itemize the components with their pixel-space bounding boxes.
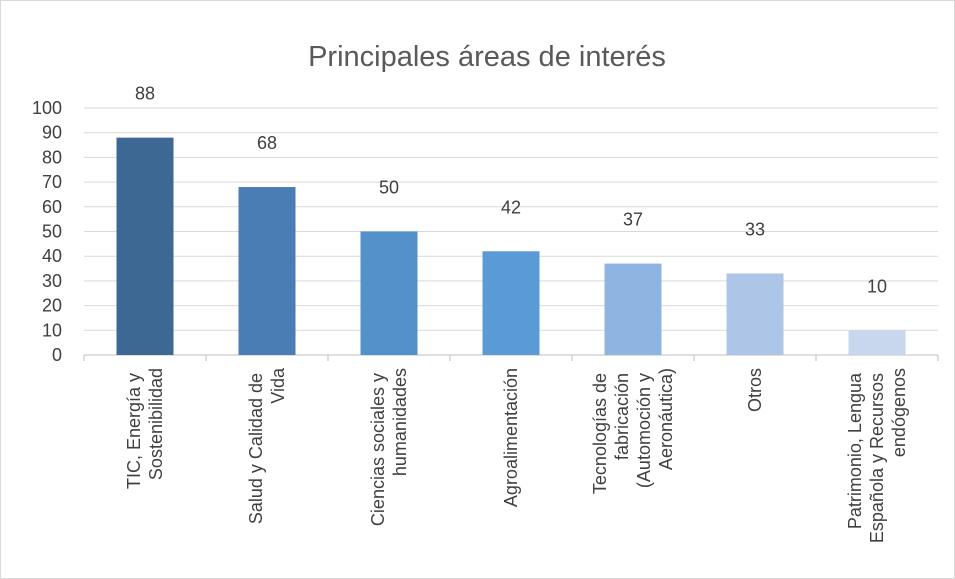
bar (726, 273, 784, 355)
y-tick-label: 100 (32, 98, 62, 118)
y-tick-label: 90 (42, 123, 62, 143)
value-label: 88 (135, 84, 155, 104)
chart-title: Principales áreas de interés (308, 41, 666, 73)
y-tick-label: 70 (42, 172, 62, 192)
x-tick-label: Salud y Calidad de Vida (246, 367, 288, 524)
bar (238, 187, 296, 355)
value-label: 68 (257, 133, 277, 153)
value-label: 33 (745, 219, 765, 239)
value-label: 37 (623, 210, 643, 230)
bar (604, 263, 662, 355)
bar (848, 330, 906, 355)
x-tick-label: TIC, Energía y Sostenibilidad (124, 368, 166, 489)
value-label: 10 (867, 276, 887, 296)
y-tick-label: 20 (42, 296, 62, 316)
value-label: 50 (379, 178, 399, 198)
bar (482, 251, 540, 355)
x-tick-label: Agroalimentación (501, 368, 521, 507)
y-tick-label: 10 (42, 320, 62, 340)
y-tick-label: 40 (42, 246, 62, 266)
y-tick-label: 30 (42, 271, 62, 291)
y-tick-label: 80 (42, 147, 62, 167)
x-tick-label: Otros (745, 368, 765, 412)
value-label: 42 (501, 197, 521, 217)
bar (360, 231, 418, 355)
y-tick-label: 0 (52, 345, 62, 365)
y-tick-label: 60 (42, 197, 62, 217)
bar (116, 137, 174, 355)
y-tick-label: 50 (42, 222, 62, 242)
x-tick-label: Ciencias sociales y humanidades (368, 368, 410, 526)
x-tick-label: Patrimonio, Lengua Española y Recursos e… (845, 368, 909, 543)
x-tick-label: Tecnologías de fabricación (Automoción y… (590, 368, 676, 494)
